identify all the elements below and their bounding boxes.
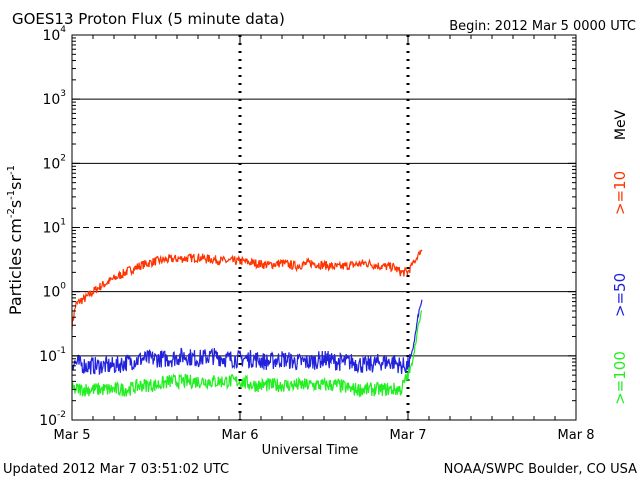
credit-label: NOAA/SWPC Boulder, CO USA: [444, 462, 637, 477]
y-tick-label: 100: [42, 282, 66, 301]
legend-entry-ge100: >=100: [611, 351, 629, 405]
begin-time-label: Begin: 2012 Mar 5 0000 UTC: [449, 19, 636, 34]
series-line-ge10: [71, 249, 423, 330]
y-tick-label: 103: [42, 89, 66, 108]
grid-layer: [72, 35, 576, 420]
series-line-ge100: [71, 310, 422, 398]
svg-text:Particles cm-2s-1sr-1: Particles cm-2s-1sr-1: [6, 165, 25, 315]
series-layer: [71, 249, 423, 398]
legend-unit-label: MeV: [613, 109, 629, 140]
x-tick-label: Mar 5: [54, 428, 91, 443]
series-line-ge50: [71, 299, 423, 375]
x-tick-label: Mar 6: [222, 428, 259, 443]
legend-entry-ge10: >=10: [611, 171, 629, 215]
chart-title: GOES13 Proton Flux (5 minute data): [12, 10, 285, 28]
x-tick-label: Mar 8: [558, 428, 595, 443]
y-tick-label: 101: [42, 218, 66, 237]
updated-timestamp: Updated 2012 Mar 7 03:51:02 UTC: [3, 462, 229, 477]
axis-layer: 10-2 10-1 100 101 102 103 104 Mar 5 Mar 6 Mar 7 Ma…: [39, 25, 594, 443]
x-tick-label: Mar 7: [390, 428, 427, 443]
legend-layer: MeV >=10 >=50 >=100: [611, 109, 629, 404]
y-tick-label: 10-2: [39, 410, 66, 429]
y-tick-label: 10-1: [39, 346, 66, 365]
legend-entry-ge50: >=50: [611, 273, 629, 317]
y-tick-label: 102: [42, 153, 66, 172]
y-axis-label: Particles cm-2s-1sr-1: [6, 165, 25, 315]
x-axis-label: Universal Time: [262, 443, 359, 458]
y-tick-label: 104: [42, 25, 66, 44]
